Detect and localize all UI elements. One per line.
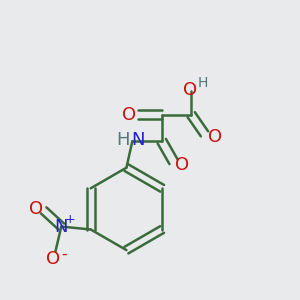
Text: +: +	[64, 213, 75, 226]
Text: N: N	[55, 218, 68, 236]
Text: O: O	[29, 200, 43, 218]
Text: O: O	[183, 81, 197, 99]
Text: O: O	[208, 128, 222, 146]
Text: H: H	[116, 131, 130, 149]
Text: -: -	[61, 247, 66, 262]
Text: O: O	[122, 106, 136, 124]
Text: H: H	[197, 76, 208, 90]
Text: N: N	[131, 131, 145, 149]
Text: O: O	[46, 250, 60, 268]
Text: O: O	[175, 156, 190, 174]
